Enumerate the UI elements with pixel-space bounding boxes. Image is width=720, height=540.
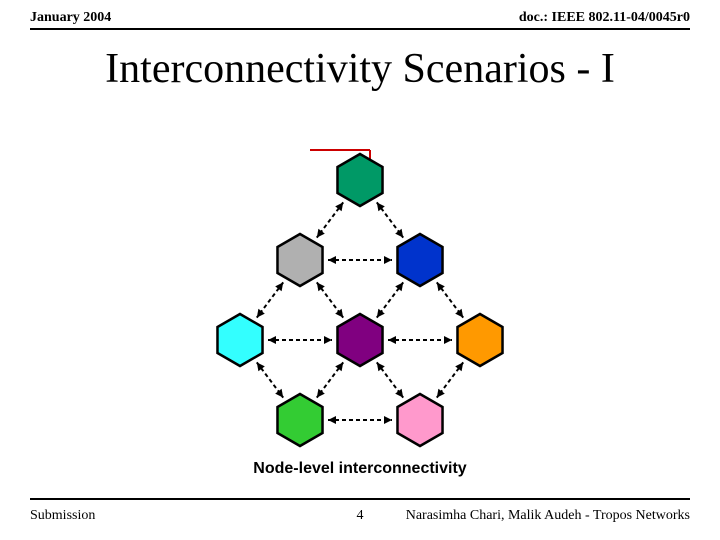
hex-node	[337, 314, 382, 366]
header-rule	[30, 28, 690, 30]
hex-node	[397, 234, 442, 286]
hex-node	[277, 394, 322, 446]
hex-node	[217, 314, 262, 366]
hex-node	[337, 154, 382, 206]
hex-node	[277, 234, 322, 286]
footer-rule	[30, 498, 690, 500]
header-docnum: doc.: IEEE 802.11-04/0045r0	[519, 10, 690, 26]
hex-node	[457, 314, 502, 366]
hex-node	[397, 394, 442, 446]
header-date: January 2004	[30, 10, 111, 26]
footer-authors: Narasimha Chari, Malik Audeh - Tropos Ne…	[406, 508, 690, 524]
page-title: Interconnectivity Scenarios - I	[0, 45, 720, 93]
diagram-caption: Node-level interconnectivity	[0, 460, 720, 478]
network-diagram	[160, 130, 560, 450]
